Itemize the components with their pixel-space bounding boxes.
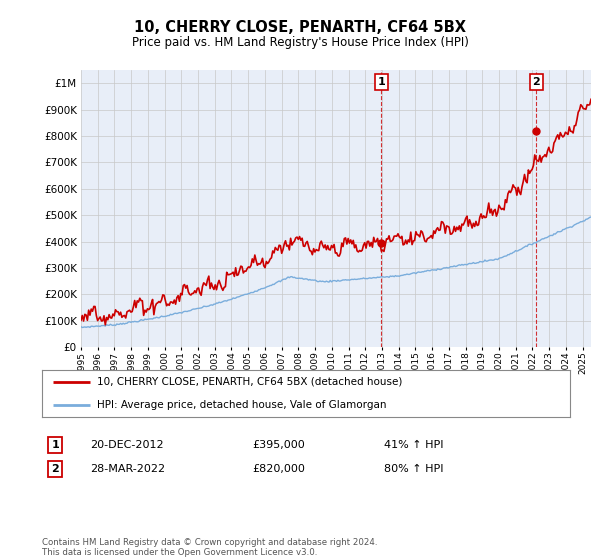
Text: 1: 1 bbox=[52, 440, 59, 450]
Text: £395,000: £395,000 bbox=[252, 440, 305, 450]
Text: 2: 2 bbox=[532, 77, 540, 87]
Text: 80% ↑ HPI: 80% ↑ HPI bbox=[384, 464, 443, 474]
Text: Contains HM Land Registry data © Crown copyright and database right 2024.
This d: Contains HM Land Registry data © Crown c… bbox=[42, 538, 377, 557]
Text: 2: 2 bbox=[52, 464, 59, 474]
Text: 28-MAR-2022: 28-MAR-2022 bbox=[90, 464, 165, 474]
Text: £820,000: £820,000 bbox=[252, 464, 305, 474]
Text: HPI: Average price, detached house, Vale of Glamorgan: HPI: Average price, detached house, Vale… bbox=[97, 400, 387, 410]
Text: 41% ↑ HPI: 41% ↑ HPI bbox=[384, 440, 443, 450]
Text: 1: 1 bbox=[377, 77, 385, 87]
Text: 20-DEC-2012: 20-DEC-2012 bbox=[90, 440, 164, 450]
Text: 10, CHERRY CLOSE, PENARTH, CF64 5BX: 10, CHERRY CLOSE, PENARTH, CF64 5BX bbox=[134, 20, 466, 35]
Text: Price paid vs. HM Land Registry's House Price Index (HPI): Price paid vs. HM Land Registry's House … bbox=[131, 36, 469, 49]
Text: 10, CHERRY CLOSE, PENARTH, CF64 5BX (detached house): 10, CHERRY CLOSE, PENARTH, CF64 5BX (det… bbox=[97, 377, 403, 387]
